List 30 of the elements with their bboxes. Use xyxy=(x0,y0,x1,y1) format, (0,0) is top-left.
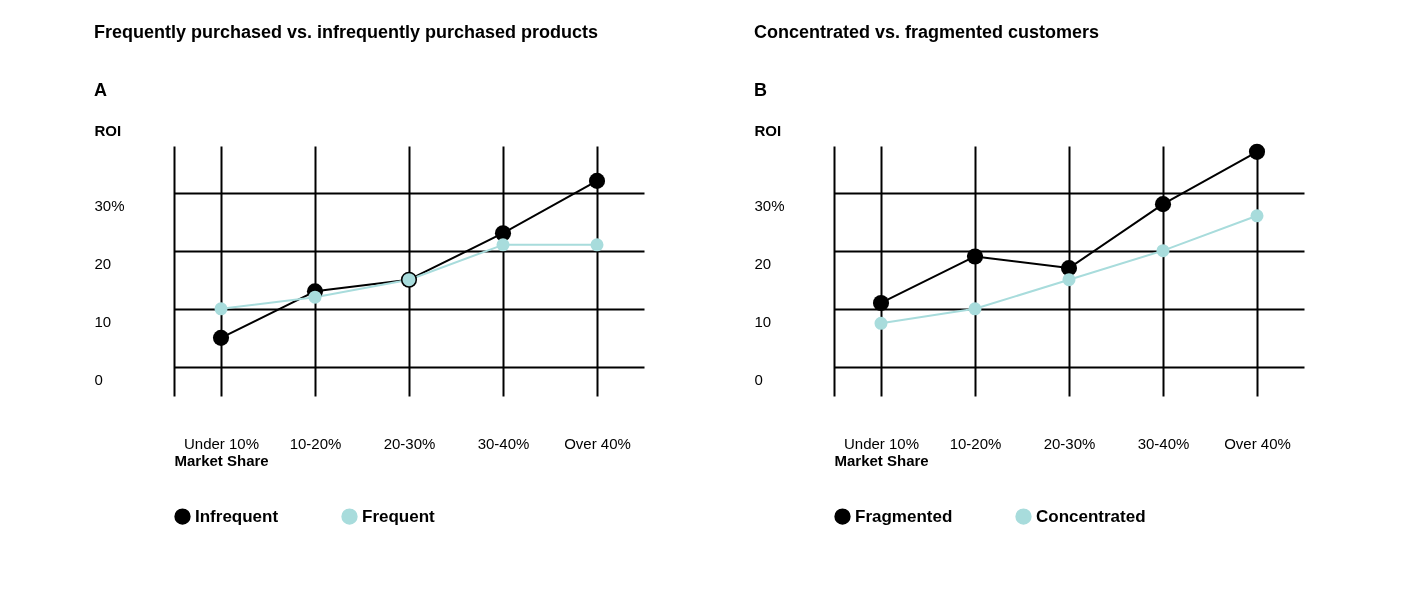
x-tick-label: 10-20% xyxy=(949,434,1002,452)
y-tick-label: 10 xyxy=(94,313,112,331)
x-tick-label: Over 40% xyxy=(1224,434,1291,452)
y-axis-title: ROI xyxy=(94,121,122,139)
y-tick-label: 30% xyxy=(94,197,125,215)
x-tick-label: 30-40% xyxy=(477,434,530,452)
legend-label: Concentrated xyxy=(1036,506,1146,526)
y-axis-title: ROI xyxy=(754,121,782,139)
text: A xyxy=(94,80,107,100)
legend-label: Frequent xyxy=(362,506,436,526)
y-tick-label: 30% xyxy=(754,197,785,215)
x-tick-label: Under 10% xyxy=(843,434,920,452)
x-tick-label: Under 10% xyxy=(183,434,260,452)
legend-label: Infrequent xyxy=(195,506,279,526)
y-tick-label: 20 xyxy=(94,255,112,273)
y-tick-label: 20 xyxy=(754,255,772,273)
x-axis-title: Market Share xyxy=(174,451,269,469)
x-tick-label: 10-20% xyxy=(289,434,342,452)
legend-label: Fragmented xyxy=(855,506,953,526)
x-tick-label: Over 40% xyxy=(564,434,631,452)
chart-title: Frequently purchased vs. infrequently purchased products xyxy=(94,22,599,42)
x-axis-title: Market Share xyxy=(834,451,929,469)
x-tick-label: 30-40% xyxy=(1137,434,1190,452)
y-tick-label: 10 xyxy=(754,313,772,331)
y-tick-label: 0 xyxy=(754,371,763,389)
chart-title: Concentrated vs. fragmented customers xyxy=(754,22,1100,42)
x-tick-label: 20-30% xyxy=(383,434,436,452)
text: B xyxy=(754,80,767,100)
y-tick-label: 0 xyxy=(94,371,103,389)
x-tick-label: 20-30% xyxy=(1043,434,1096,452)
